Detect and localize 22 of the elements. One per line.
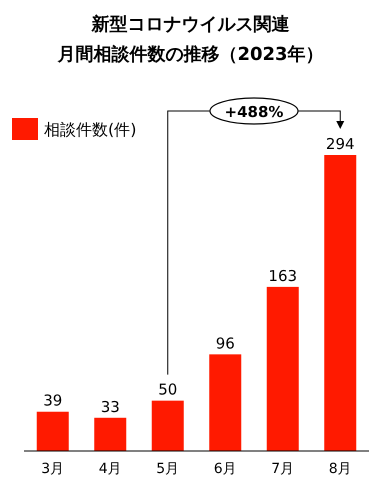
x-tick-label: 6月 (214, 461, 237, 477)
data-label: 163 (268, 266, 298, 285)
data-label: 294 (326, 135, 355, 153)
x-tick-label: 8月 (328, 461, 352, 477)
bar (152, 400, 184, 451)
bar (266, 286, 299, 451)
x-tick-label: 4月 (98, 461, 122, 477)
text: +488% (224, 103, 284, 121)
data-label: 39 (43, 392, 62, 410)
data-label: 33 (100, 398, 120, 416)
x-tick-label: 7月 (271, 461, 294, 477)
data-label: 96 (216, 334, 235, 352)
chart-title: 新型コロナウイルス関連 (90, 14, 290, 35)
bar (209, 354, 242, 451)
legend-label: 相談件数(件) (44, 120, 136, 139)
bar (36, 412, 69, 451)
x-tick-label: 3月 (41, 461, 64, 477)
x-tick-label: 5月 (156, 461, 180, 477)
bar (94, 418, 126, 451)
bar (324, 155, 356, 451)
data-label: 50 (158, 380, 178, 399)
chart-subtitle: 月間相談件数の推移（2023年） (56, 44, 324, 65)
